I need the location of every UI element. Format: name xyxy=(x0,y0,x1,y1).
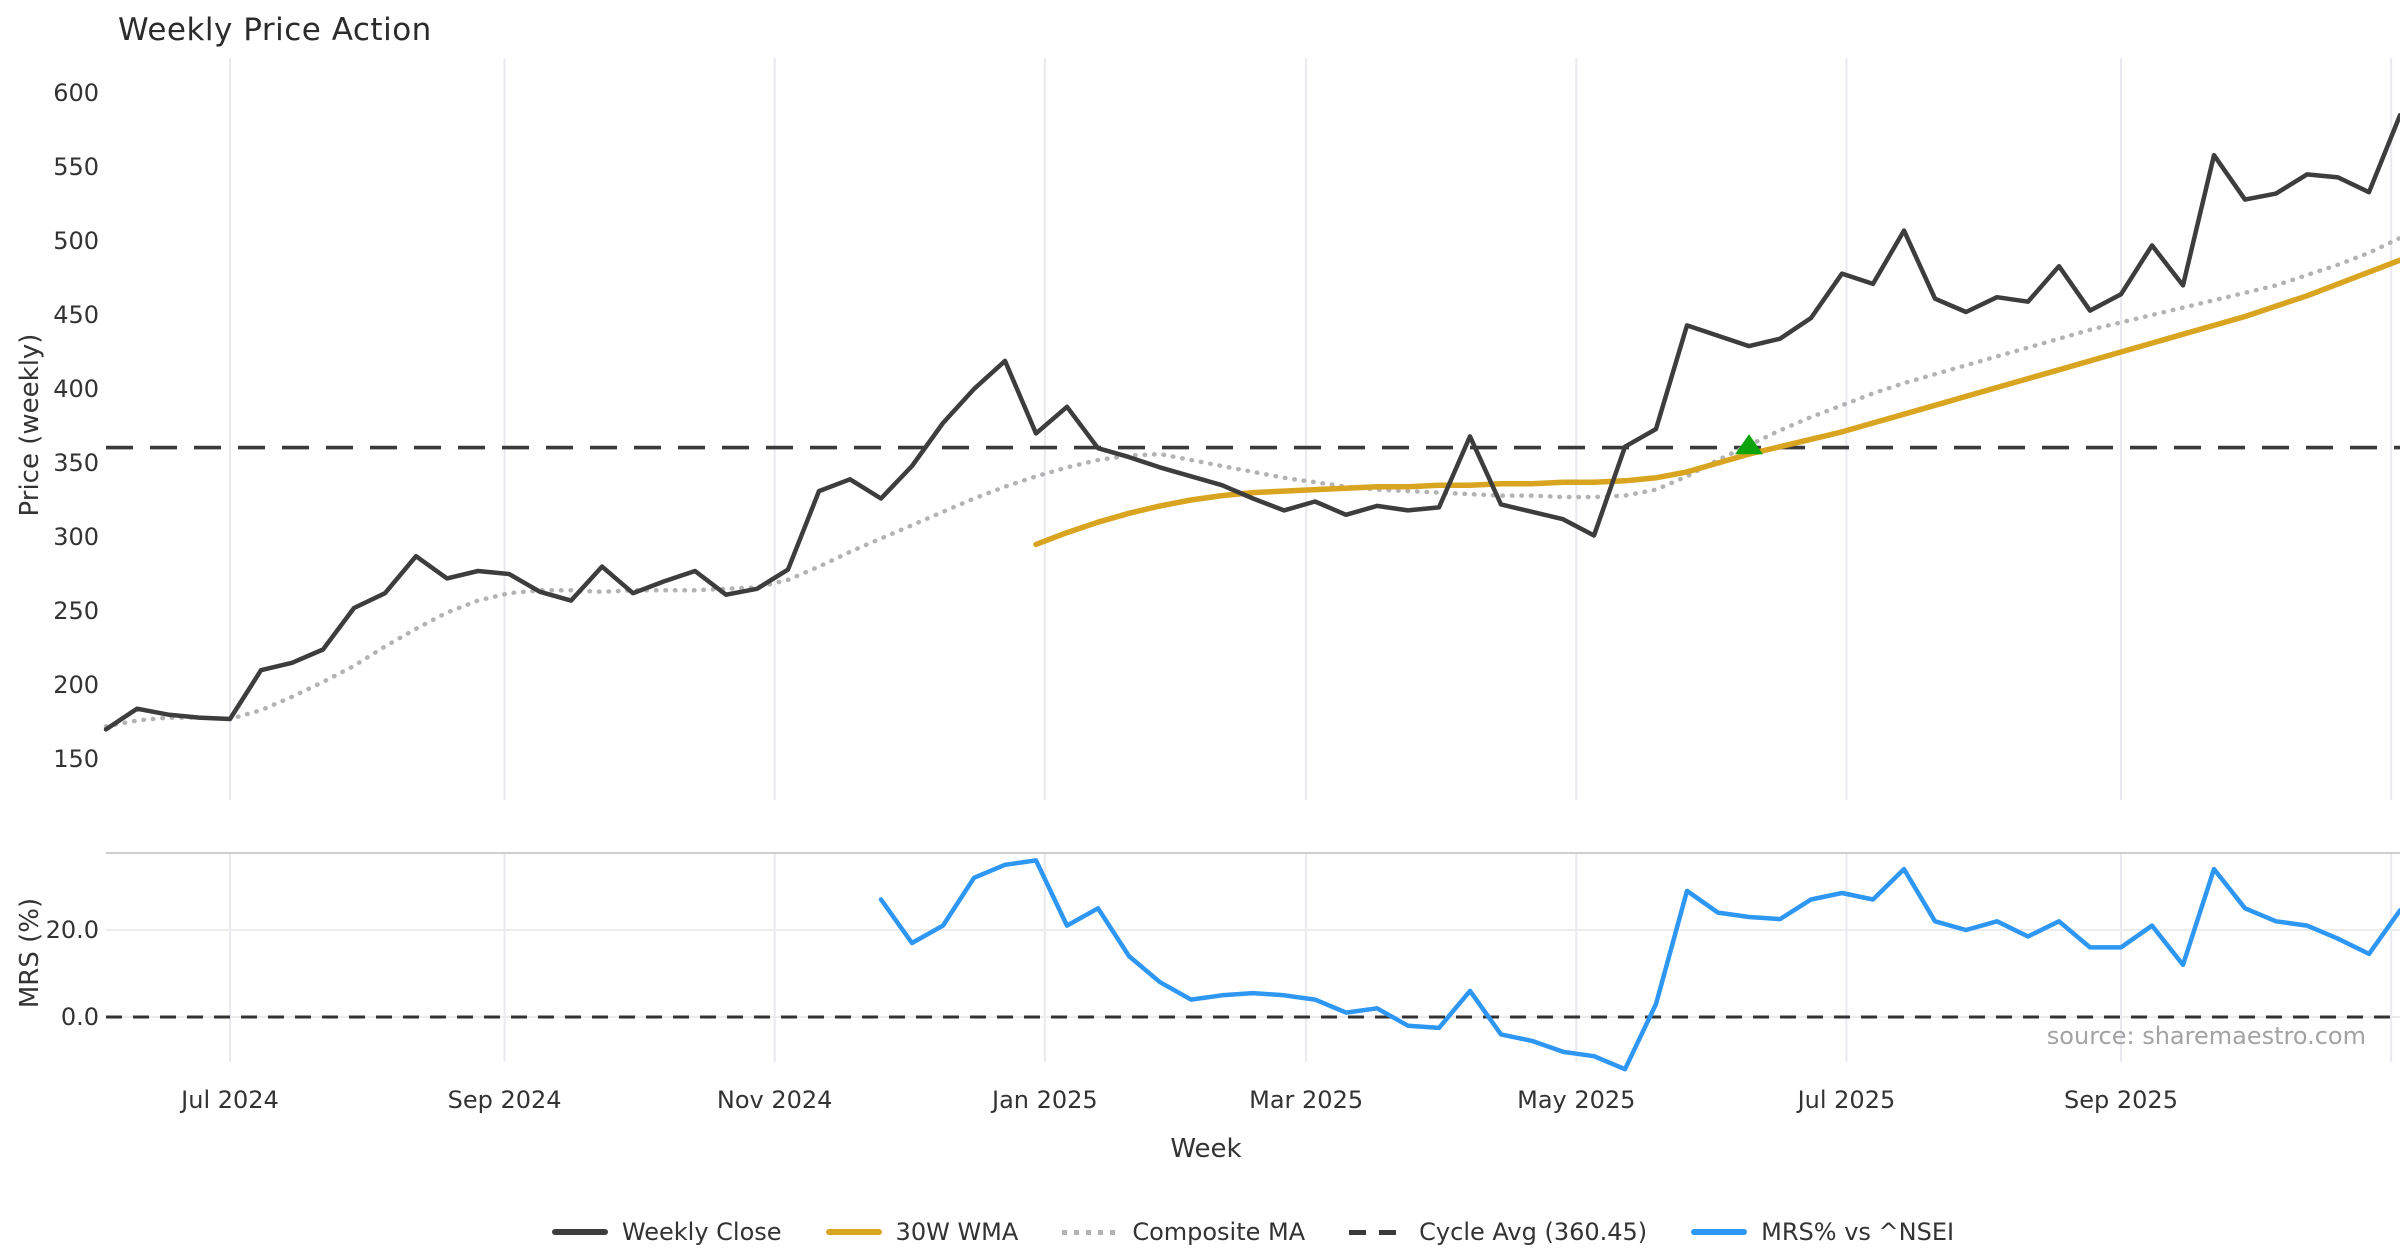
legend-label: Cycle Avg (360.45) xyxy=(1419,1218,1648,1246)
price-ytick-label: 150 xyxy=(53,745,99,773)
x-tick-label: Jul 2024 xyxy=(181,1086,279,1114)
price-ytick-label: 450 xyxy=(53,301,99,329)
legend-label: 30W WMA xyxy=(895,1218,1019,1246)
price-ytick-label: 300 xyxy=(53,523,99,551)
price-axis-label: Price (weekly) xyxy=(15,333,45,517)
buy-signal-triangle-up-icon xyxy=(1735,434,1763,455)
price-ytick-label: 250 xyxy=(53,597,99,625)
x-tick-label: Jul 2025 xyxy=(1797,1086,1896,1114)
legend-line-sample-weekly-close xyxy=(551,1229,608,1235)
legend-item-30w-wma: 30W WMA xyxy=(825,1218,1019,1246)
legend-item-mrs: MRS% vs ^NSEI xyxy=(1691,1218,1954,1246)
legend-line-sample-cycle-avg xyxy=(1349,1229,1406,1235)
mrs-ytick-label: 0.0 xyxy=(60,1003,99,1031)
legend-label: Weekly Close xyxy=(621,1218,782,1246)
series-line-composite-ma xyxy=(103,235,2400,729)
mrs-ytick-label: 20.0 xyxy=(45,916,99,944)
price-ytick-label: 550 xyxy=(53,153,99,181)
series-line-30w-wma xyxy=(1033,257,2400,548)
price-ytick-label: 600 xyxy=(53,79,99,107)
x-tick-label: Jan 2025 xyxy=(992,1086,1098,1114)
x-tick-label: Mar 2025 xyxy=(1249,1086,1364,1114)
legend-item-composite-ma: Composite MA xyxy=(1062,1218,1305,1246)
x-tick-label: May 2025 xyxy=(1517,1086,1636,1114)
chart-title: Weekly Price Action xyxy=(118,12,432,48)
legend: Weekly Close 30W WMA Composite MA Cycle … xyxy=(106,1210,2400,1254)
mrs-axis-label: MRS (%) xyxy=(15,897,45,1009)
x-tick-label: Sep 2025 xyxy=(2064,1086,2178,1114)
x-tick-label: Nov 2024 xyxy=(716,1086,833,1114)
legend-label: MRS% vs ^NSEI xyxy=(1761,1218,1955,1246)
source-note: source: sharemaestro.com xyxy=(2046,1022,2366,1050)
legend-line-sample-30w-wma xyxy=(825,1229,882,1235)
legend-item-weekly-close: Weekly Close xyxy=(551,1218,782,1246)
price-ytick-label: 350 xyxy=(53,449,99,477)
series-line-mrs-vs-nsei xyxy=(878,858,2400,1072)
price-ytick-label: 200 xyxy=(53,671,99,699)
legend-line-sample-mrs xyxy=(1691,1229,1748,1235)
series-line-weekly-close xyxy=(103,112,2400,732)
x-tick-label: Sep 2024 xyxy=(447,1086,562,1114)
price-ytick-label: 500 xyxy=(53,227,99,255)
legend-label: Composite MA xyxy=(1132,1218,1306,1246)
x-axis-label: Week xyxy=(1170,1134,1242,1164)
price-ytick-label: 400 xyxy=(53,375,99,403)
legend-line-sample-composite-ma xyxy=(1062,1229,1119,1235)
legend-item-cycle-avg: Cycle Avg (360.45) xyxy=(1349,1218,1647,1246)
